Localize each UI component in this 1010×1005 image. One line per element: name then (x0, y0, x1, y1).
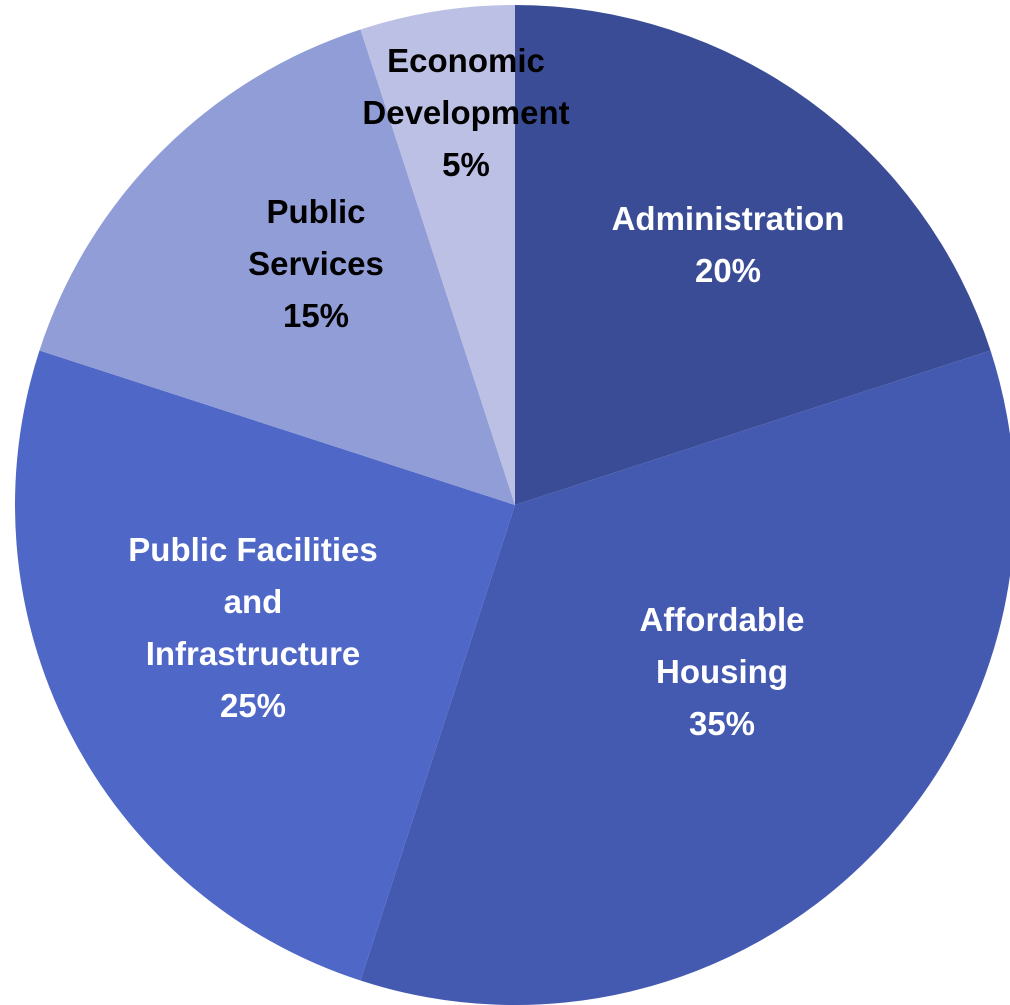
slice-percent-label: 20% (695, 252, 761, 289)
pie-slice-public-services (39, 29, 515, 505)
pie-labels: Administration 20% Affordable Housing 35% Pub… (128, 42, 844, 742)
slice-category-label: Development (362, 94, 569, 131)
slice-category-label: Affordable (640, 601, 805, 638)
slice-percent-label: 35% (689, 705, 755, 742)
slice-category-label: Housing (656, 653, 788, 690)
slice-percent-label: 25% (220, 687, 286, 724)
slice-label-affordable-housing: Affordable Housing 35% (640, 601, 805, 742)
slice-label-administration: Administration 20% (612, 200, 845, 289)
slice-category-label: Public (266, 193, 365, 230)
slice-label-public-services: Public Services 15% (248, 193, 384, 334)
pie-slice-economic-development (360, 5, 515, 505)
slice-category-label: Services (248, 245, 384, 282)
slice-category-label: Economic (387, 42, 545, 79)
pie-slice-public-facilities-and-infrastructure (14, 350, 515, 981)
slice-percent-label: 15% (283, 297, 349, 334)
pie-slices (14, 5, 1010, 1005)
pie-slice-affordable-housing (360, 350, 1010, 1005)
slice-label-public-facilities-and-infrastructure: Public Facilities and Infrastructure 25% (128, 531, 377, 724)
pie-slice-administration (515, 5, 991, 505)
slice-percent-label: 5% (442, 146, 490, 183)
slice-category-label: and (224, 583, 283, 620)
slice-category-label: Administration (612, 200, 845, 237)
slice-label-economic-development: Economic Development 5% (362, 42, 569, 183)
slice-category-label: Infrastructure (146, 635, 361, 672)
slice-category-label: Public Facilities (128, 531, 377, 568)
